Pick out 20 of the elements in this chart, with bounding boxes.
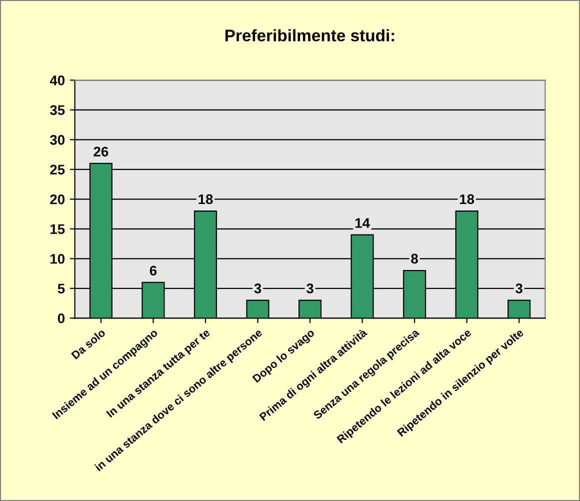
- data-label: 18: [460, 194, 474, 204]
- data-label: 18: [198, 194, 213, 204]
- data-label: 6: [150, 266, 157, 276]
- data-label: 3: [516, 284, 522, 294]
- y-tick-label: 35: [50, 105, 65, 116]
- chart-title: Preferibilmente studi:: [225, 29, 394, 42]
- data-label: 8: [411, 254, 418, 264]
- data-label: 26: [94, 146, 108, 157]
- y-tick-label: 20: [50, 194, 65, 204]
- y-tick-label: 5: [58, 284, 65, 294]
- y-tick-label: 10: [50, 254, 65, 264]
- data-label: 14: [355, 218, 370, 228]
- y-tick-label: 0: [58, 313, 65, 324]
- y-tick-label: 15: [50, 224, 65, 234]
- y-tick-label: 25: [50, 164, 65, 175]
- data-label: 3: [306, 284, 314, 294]
- y-tick-label: 40: [50, 75, 65, 86]
- y-tick-label: 30: [50, 134, 65, 145]
- x-tick-label: Da solo: [70, 328, 106, 360]
- data-label: 3: [254, 284, 262, 294]
